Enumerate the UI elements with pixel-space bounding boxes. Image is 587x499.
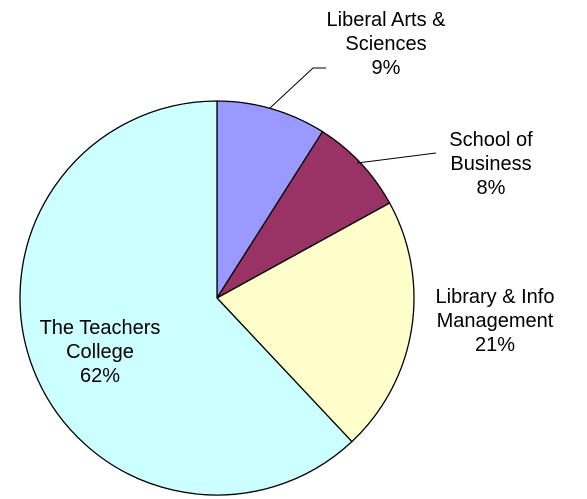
slice-label-library-info-management: Library & Info Management 21%: [436, 286, 555, 356]
slice-percent-school-of-business: 8%: [477, 177, 506, 199]
slice-label-line: Sciences: [345, 33, 426, 55]
pie-slice-library-info-management: [215, 202, 415, 443]
pie-slice-liberal-arts-sciences: [216, 100, 324, 301]
slice-label-line: Business: [450, 153, 531, 175]
slice-percent-liberal-arts-sciences: 9%: [372, 57, 401, 79]
slice-label-line: School of: [449, 129, 533, 151]
slice-labels: Liberal Arts & Sciences 9%School of Busines…: [40, 9, 555, 387]
pie-slices: [19, 100, 415, 496]
pie-slice-the-teachers-college: [19, 100, 353, 496]
pie-slice-school-of-business: [216, 130, 391, 299]
slice-percent-library-info-management: 21%: [475, 334, 515, 356]
slice-label-line: Management: [437, 310, 554, 332]
slice-label-line: The Teachers: [40, 317, 161, 339]
leader-lines: [269, 67, 437, 164]
slice-label-the-teachers-college: The Teachers College 62%: [40, 317, 161, 387]
slice-percent-the-teachers-college: 62%: [80, 365, 120, 387]
slice-label-line: Library & Info: [436, 286, 555, 308]
slice-label-liberal-arts-sciences: Liberal Arts & Sciences 9%: [327, 9, 447, 79]
slice-label-line: Liberal Arts &: [327, 9, 447, 31]
leader-line-school-of-business: [356, 152, 437, 164]
slice-label-school-of-business: School of Business 8%: [449, 129, 533, 199]
slice-label-line: College: [66, 341, 134, 363]
leader-line-liberal-arts-sciences: [269, 67, 326, 109]
